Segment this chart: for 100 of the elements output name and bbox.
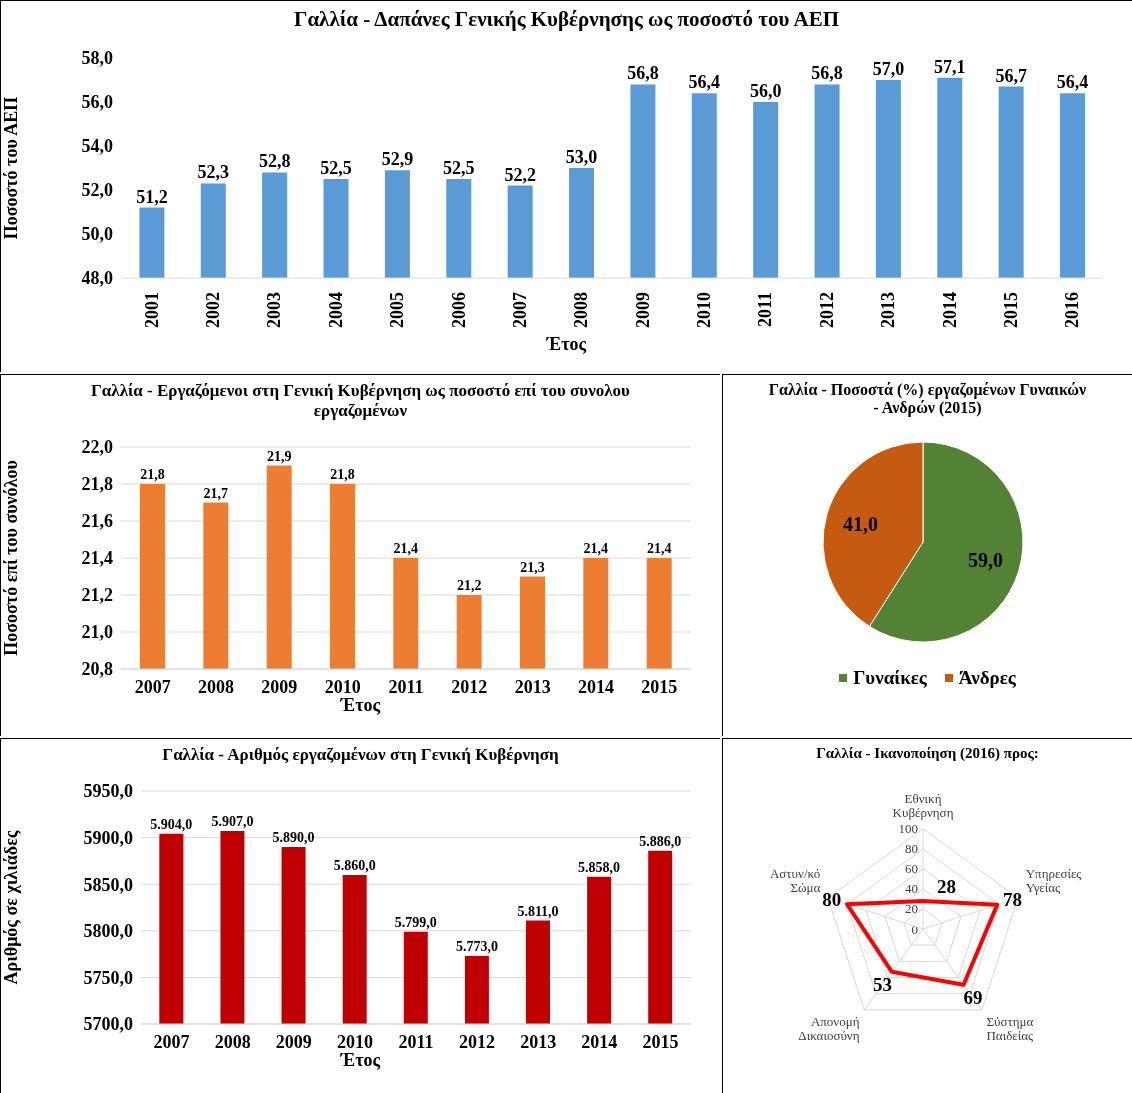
data-label: 52,8 — [258, 151, 291, 172]
x-tick-label: 2005 — [387, 292, 408, 328]
x-tick-label: 2010 — [324, 677, 361, 697]
data-label: 5.890,0 — [272, 829, 315, 845]
y-tick-label: 5750,0 — [83, 967, 133, 988]
x-axis-title: Έτος — [545, 334, 588, 355]
data-label: 21,7 — [203, 485, 229, 501]
chart-title: Γαλλία - Δαπάνες Γενικής Κυβέρνησης ως ποσοστό του ΑΕΠ — [293, 7, 840, 32]
x-tick-label: 2014 — [939, 292, 960, 328]
x-tick-label: 2015 — [642, 1032, 679, 1052]
x-tick-label: 2014 — [578, 677, 614, 697]
y-tick-label: 21,2 — [81, 585, 113, 606]
data-label: 56,4 — [688, 72, 721, 93]
spoke-label: Σύστημα Παιδείας — [986, 1014, 1035, 1044]
data-label: 21,2 — [456, 578, 482, 593]
x-tick-label: 2014 — [581, 1032, 618, 1052]
x-tick-label: 2011 — [755, 292, 776, 328]
x-tick-label: 2001 — [141, 292, 162, 328]
y-tick-label: 58,0 — [81, 48, 113, 69]
x-axis-title: Έτος — [340, 1050, 381, 1070]
data-label: 21,4 — [583, 541, 609, 556]
x-tick-label: 2008 — [571, 292, 592, 328]
data-label: 21,4 — [646, 541, 672, 556]
y-tick-label: 54,0 — [81, 136, 113, 157]
data-label: 5.860,0 — [333, 857, 376, 873]
y-axis-title: Ποσοστό επί του συνόλου — [1, 460, 22, 656]
data-label: 5.773,0 — [455, 938, 498, 954]
y-tick-label: 60 — [905, 861, 918, 877]
data-label: 80 — [822, 888, 842, 910]
x-tick-label: 2009 — [275, 1032, 312, 1052]
data-label: 56,7 — [995, 65, 1027, 86]
data-label: 51,2 — [136, 186, 168, 207]
x-tick-label: 2011 — [388, 677, 424, 697]
y-tick-label: 5850,0 — [83, 874, 133, 895]
x-tick-label: 2012 — [459, 1032, 496, 1052]
y-tick-label: 5700,0 — [83, 1014, 133, 1035]
y-tick-label: 5900,0 — [83, 827, 133, 848]
data-label: 21,3 — [520, 559, 545, 575]
data-label: 52,3 — [197, 162, 230, 183]
data-label: 5.904,0 — [150, 816, 193, 832]
x-tick-label: 2010 — [336, 1032, 373, 1052]
x-tick-label: 2006 — [448, 292, 469, 328]
spoke-label: Υπηρεσίες Υγείας — [1025, 865, 1083, 895]
y-tick-label: 5800,0 — [83, 921, 133, 942]
x-tick-label: 2008 — [214, 1032, 251, 1052]
x-axis-title: Έτος — [340, 695, 381, 715]
data-label: 57,1 — [934, 56, 966, 77]
chart-title: Γαλλία - Εργαζόμενοι στη Γενική Κυβέρνηση ως ποσοστό επί του συνολου εργαζομένων — [90, 381, 631, 421]
data-label: 78 — [1002, 889, 1022, 911]
data-label: 57,0 — [872, 59, 905, 79]
x-tick-label: 2008 — [198, 677, 234, 697]
y-axis-title: Αριθμός σε χιλιάδες — [1, 830, 22, 985]
y-tick-label: 50,0 — [81, 224, 113, 245]
data-label: 5.811,0 — [517, 903, 559, 919]
data-label: 69 — [963, 987, 983, 1009]
y-tick-label: 21,6 — [81, 511, 113, 532]
chart-title: Γαλλία - Ποσοστά (%) εργαζομένων Γυναικών - Ανδρών (2015) — [767, 381, 1088, 417]
x-tick-label: 2012 — [816, 292, 837, 328]
data-label: 56,0 — [749, 81, 782, 101]
y-tick-label: 20,8 — [81, 659, 113, 680]
data-label: 28 — [937, 876, 956, 898]
x-tick-label: 2012 — [451, 677, 488, 697]
y-tick-label: 20 — [905, 901, 918, 917]
x-tick-label: 2003 — [264, 292, 285, 328]
y-tick-label: 21,0 — [81, 622, 113, 643]
x-tick-label: 2015 — [641, 677, 678, 697]
y-tick-label: 56,0 — [81, 92, 113, 113]
data-label: 5.799,0 — [394, 914, 437, 930]
data-label: 53 — [872, 974, 892, 996]
data-label: 56,4 — [1056, 72, 1089, 93]
x-tick-label: 2009 — [632, 292, 653, 328]
x-tick-label: 2016 — [1062, 292, 1083, 328]
x-tick-label: 2007 — [153, 1032, 190, 1052]
y-tick-label: 48,0 — [81, 268, 113, 289]
data-label: 59,0 — [967, 549, 1003, 572]
data-label: 5.886,0 — [639, 833, 682, 849]
data-label: 21,8 — [330, 467, 355, 482]
data-label: 41,0 — [843, 512, 879, 535]
data-label: 56,8 — [627, 63, 659, 84]
data-label: 21,9 — [266, 448, 292, 464]
x-tick-label: 2013 — [514, 677, 551, 697]
data-label: 21,4 — [393, 541, 419, 556]
y-tick-label: 80 — [905, 841, 918, 857]
y-tick-label: 22,0 — [81, 437, 113, 458]
spoke-label: Απονομή Δικαιοσύνη — [798, 1014, 860, 1044]
spoke-label: Εθνική Κυβέρνηση — [892, 790, 954, 820]
chart-title: Γαλλία - Ικανοποίηση (2016) προς: — [815, 745, 1040, 762]
data-label: 53,0 — [565, 147, 598, 167]
spoke-label: Αστυν/κό Σώμα — [769, 865, 821, 895]
y-tick-label: 40 — [905, 881, 918, 897]
data-label: 56,8 — [811, 63, 843, 84]
data-label: 52,5 — [320, 158, 352, 178]
y-tick-label: 52,0 — [81, 180, 113, 201]
data-label: 52,2 — [504, 164, 536, 185]
y-axis-title: Ποσοστό του ΑΕΠ — [1, 96, 22, 240]
x-tick-label: 2013 — [520, 1032, 557, 1052]
data-label: 5.858,0 — [578, 859, 621, 875]
x-tick-label: 2013 — [878, 292, 899, 328]
y-tick-label: 100 — [898, 821, 918, 837]
data-label: 52,9 — [381, 149, 414, 170]
